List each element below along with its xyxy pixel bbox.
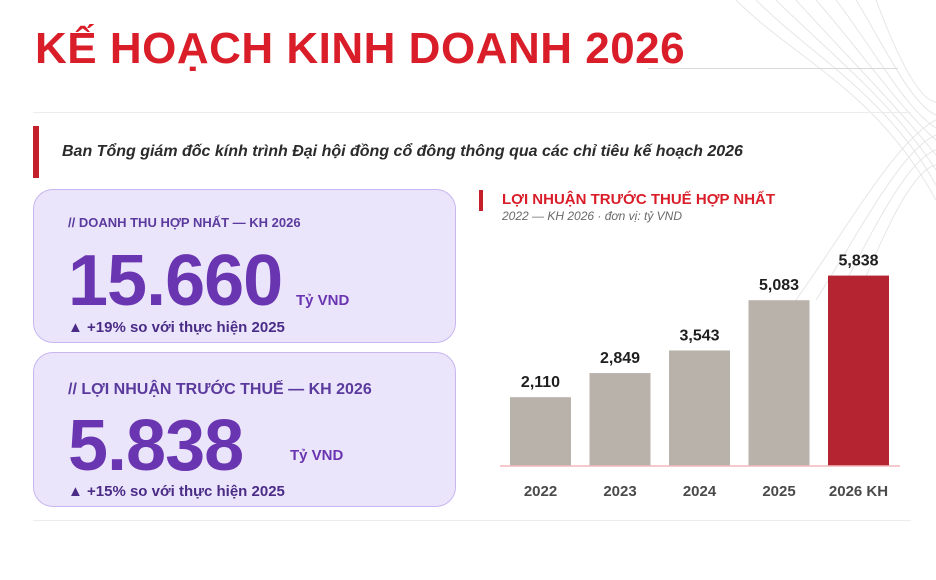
profit-card-label: // LỢI NHUẬN TRƯỚC THUẾ — KH 2026: [68, 381, 372, 398]
footer-divider: [33, 520, 911, 521]
bar-value-label: 5,838: [838, 253, 878, 270]
title-divider: [648, 68, 898, 69]
bar-2024: [669, 350, 730, 466]
chart-title: LỢI NHUẬN TRƯỚC THUẾ HỢP NHẤT: [502, 191, 776, 208]
chart-subtitle: 2022 — KH 2026 · đơn vị: tỷ VND: [502, 209, 682, 223]
profit-card: // LỢI NHUẬN TRƯỚC THUẾ — KH 2026 5.838 …: [33, 352, 456, 507]
category-tick-label: 2022: [524, 483, 557, 500]
bar-2022: [510, 397, 571, 466]
page-subtitle: Ban Tổng giám đốc kính trình Đại hội đồn…: [62, 143, 743, 160]
bar-2026-kh: [828, 275, 889, 466]
page-title: KẾ HOẠCH KINH DOANH 2026: [35, 24, 686, 73]
revenue-card-label: // DOANH THU HỢP NHẤT — KH 2026: [68, 215, 301, 230]
bar-2025: [748, 300, 810, 466]
profit-card-delta: ▲ +15% so với thực hiện 2025: [68, 483, 285, 500]
chart-title-accent-bar: [479, 190, 483, 211]
bar-value-label: 2,110: [521, 374, 560, 391]
profit-card-unit: Tỷ VND: [290, 447, 344, 464]
bar-value-label: 3,543: [679, 327, 719, 344]
bar-2023: [589, 373, 651, 466]
category-tick-label: 2023: [603, 483, 636, 500]
revenue-card-value: 15.660: [68, 241, 283, 321]
bar-value-label: 5,083: [759, 277, 799, 294]
profit-bar-chart: 2,110 2022 2,849 2023 3,543 2024 5,083 2025 5,83…: [500, 253, 900, 500]
profit-card-value: 5.838: [68, 406, 244, 486]
category-tick-label: 2025: [762, 483, 795, 500]
category-tick-label: 2024: [683, 483, 717, 500]
bar-value-label: 2,849: [600, 350, 640, 367]
revenue-card-delta: ▲ +19% so với thực hiện 2025: [68, 319, 285, 336]
revenue-card-unit: Tỷ VND: [296, 292, 350, 309]
header-divider: [33, 112, 911, 113]
subtitle-accent-bar: [33, 126, 39, 178]
revenue-card: // DOANH THU HỢP NHẤT — KH 2026 15.660 T…: [33, 189, 456, 343]
category-tick-label: 2026 KH: [829, 483, 888, 500]
